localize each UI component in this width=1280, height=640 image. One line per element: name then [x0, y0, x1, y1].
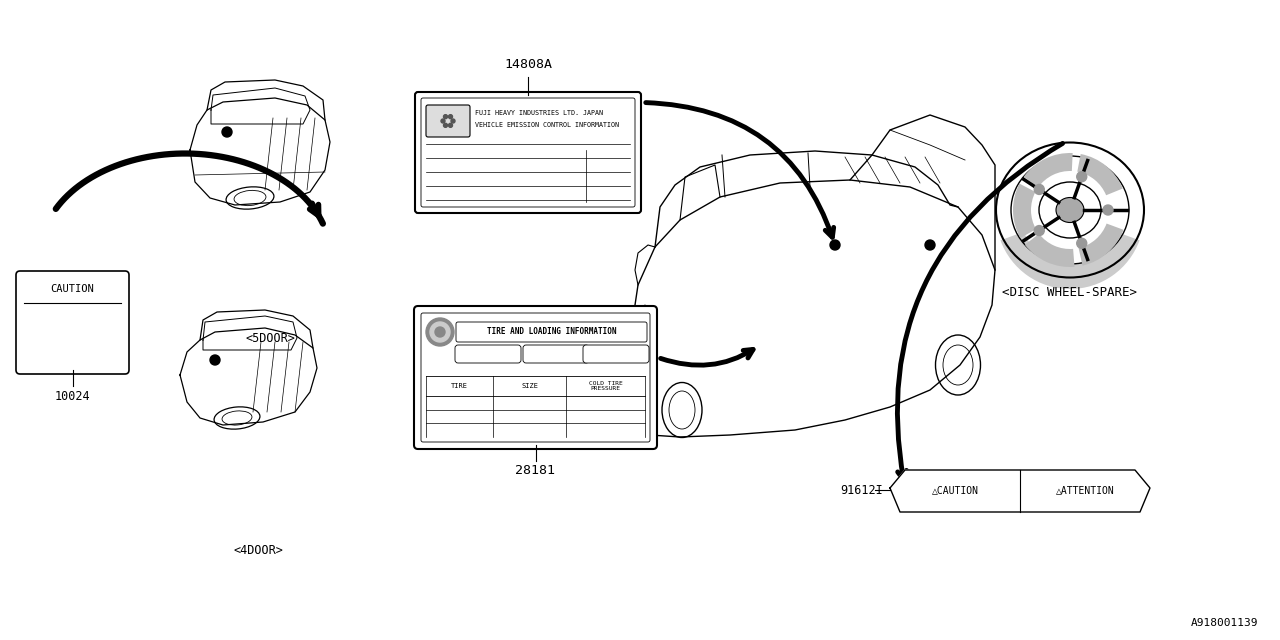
Circle shape [430, 322, 451, 342]
Text: <5DOOR>: <5DOOR> [244, 332, 294, 344]
Text: △ATTENTION: △ATTENTION [1056, 485, 1115, 495]
Circle shape [448, 124, 453, 127]
Ellipse shape [1056, 198, 1084, 223]
Wedge shape [1025, 234, 1074, 267]
Text: 14808A: 14808A [504, 58, 552, 72]
Circle shape [442, 119, 445, 123]
FancyBboxPatch shape [582, 345, 649, 363]
FancyBboxPatch shape [415, 92, 641, 213]
Circle shape [1034, 225, 1044, 236]
Circle shape [1076, 172, 1087, 182]
Text: TIRE: TIRE [451, 383, 468, 389]
Circle shape [1103, 205, 1114, 215]
FancyBboxPatch shape [456, 322, 646, 342]
Text: CAUTION: CAUTION [51, 284, 95, 294]
Text: A918001139: A918001139 [1190, 618, 1258, 628]
Circle shape [1076, 238, 1087, 248]
Circle shape [210, 355, 220, 365]
Polygon shape [890, 470, 1149, 512]
Circle shape [1034, 184, 1044, 195]
Circle shape [221, 127, 232, 137]
Wedge shape [1001, 232, 1139, 289]
Text: <DISC WHEEL-SPARE>: <DISC WHEEL-SPARE> [1002, 285, 1138, 298]
Text: △CAUTION: △CAUTION [932, 485, 978, 495]
Text: VEHICLE EMISSION CONTROL INFORMATION: VEHICLE EMISSION CONTROL INFORMATION [475, 122, 620, 128]
Text: TIRE AND LOADING INFORMATION: TIRE AND LOADING INFORMATION [486, 328, 616, 337]
Wedge shape [1012, 184, 1036, 238]
Text: SIZE: SIZE [521, 383, 538, 389]
Circle shape [448, 115, 453, 118]
Text: 28181: 28181 [516, 463, 556, 477]
FancyBboxPatch shape [426, 105, 470, 137]
Text: COLD TIRE
PRESSURE: COLD TIRE PRESSURE [589, 381, 622, 392]
Text: 10024: 10024 [55, 390, 91, 403]
Wedge shape [1079, 223, 1124, 266]
Circle shape [829, 240, 840, 250]
Text: 91612I: 91612I [841, 483, 883, 497]
Circle shape [451, 119, 454, 123]
FancyBboxPatch shape [15, 271, 129, 374]
FancyBboxPatch shape [524, 345, 589, 363]
Circle shape [443, 124, 448, 127]
Circle shape [426, 318, 454, 346]
FancyBboxPatch shape [454, 345, 521, 363]
Circle shape [435, 327, 445, 337]
FancyBboxPatch shape [413, 306, 657, 449]
Circle shape [443, 115, 448, 118]
Text: FUJI HEAVY INDUSTRIES LTD. JAPAN: FUJI HEAVY INDUSTRIES LTD. JAPAN [475, 110, 603, 116]
Circle shape [925, 240, 934, 250]
Wedge shape [1024, 153, 1073, 188]
Text: <4DOOR>: <4DOOR> [233, 543, 283, 557]
FancyBboxPatch shape [421, 98, 635, 207]
Wedge shape [1078, 154, 1123, 195]
FancyBboxPatch shape [421, 313, 650, 442]
